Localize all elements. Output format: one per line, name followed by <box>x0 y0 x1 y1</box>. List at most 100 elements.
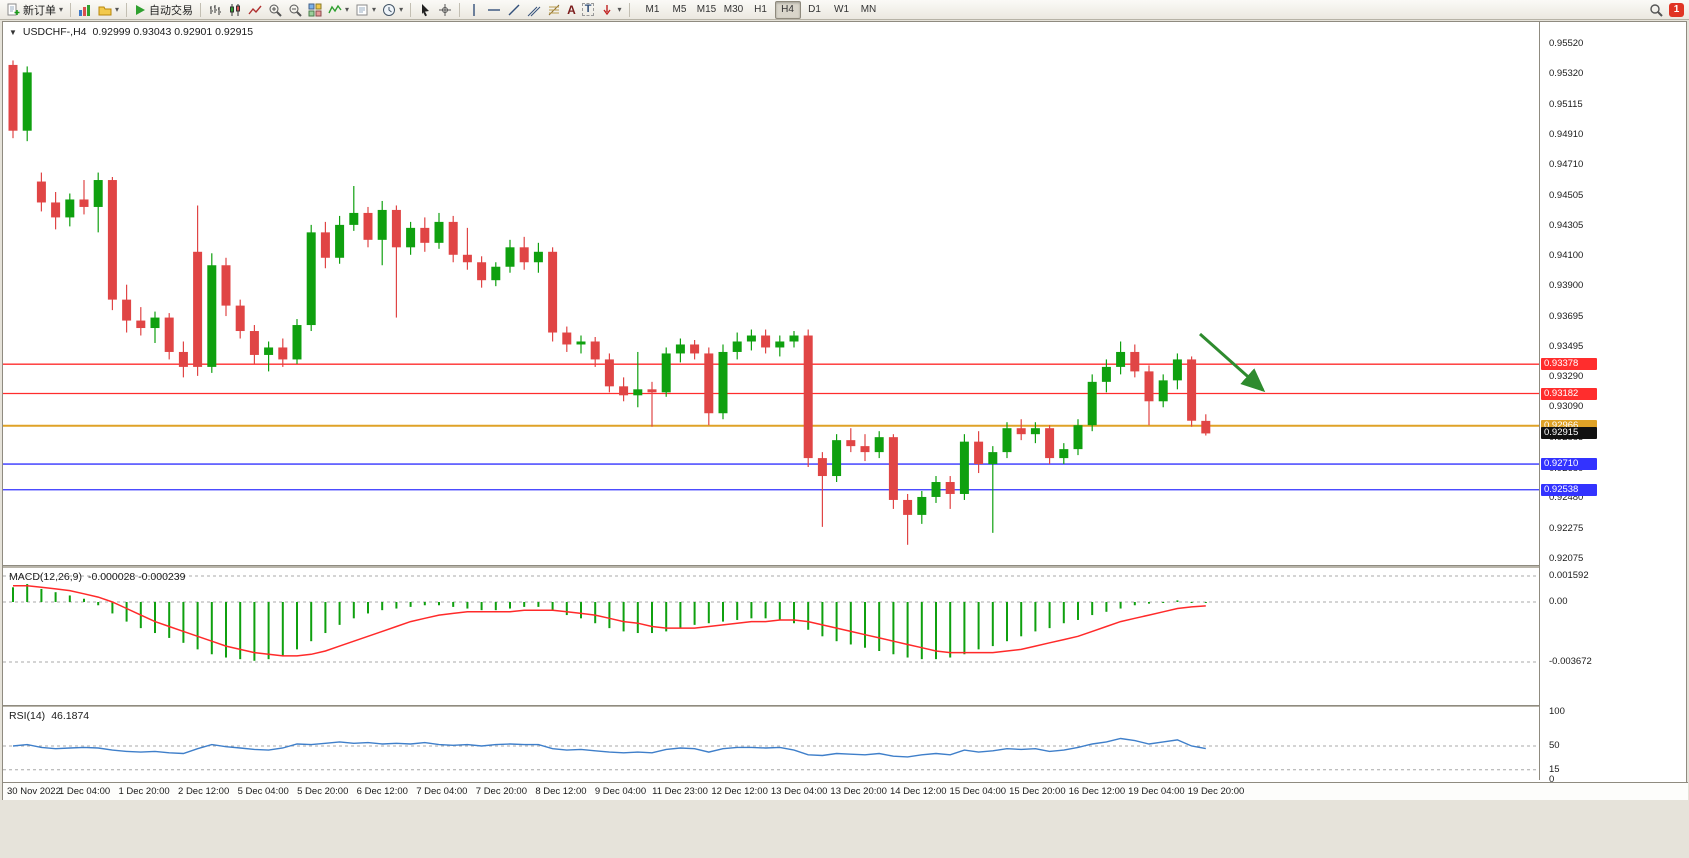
fibonacci-tool-button[interactable] <box>544 1 564 19</box>
arrow-annotation[interactable] <box>1199 332 1266 393</box>
timeframe-m15-button[interactable]: M15 <box>696 3 717 15</box>
separator <box>459 2 461 17</box>
folder-icon <box>98 6 112 15</box>
time-tick: 7 Dec 04:00 <box>416 786 468 797</box>
horizontal-line-tool-button[interactable] <box>484 1 504 19</box>
zoom-in-icon <box>269 4 282 17</box>
rsi-panel[interactable] <box>3 707 1539 782</box>
separator <box>200 2 202 17</box>
crosshair-button[interactable] <box>435 1 455 19</box>
macd-panel[interactable] <box>3 568 1539 705</box>
timeframe-m30-button[interactable]: M30 <box>723 3 744 15</box>
templates-button[interactable]: ▾ <box>352 1 379 19</box>
clock-icon <box>383 3 396 16</box>
time-tick: 11 Dec 23:00 <box>652 786 708 797</box>
rsi-name-label: RSI(14) <box>9 710 46 722</box>
chart-window: ▼ USDCHF-,H4 0.92999 0.93043 0.92901 0.9… <box>2 21 1688 800</box>
timeframe-m5-button[interactable]: M5 <box>672 3 687 15</box>
charts-button[interactable] <box>75 1 95 19</box>
indicators-caret-icon: ▾ <box>345 4 350 14</box>
candles <box>8 60 1211 545</box>
macd-label: MACD(12,26,9) -0.000028 -0.000239 <box>9 571 185 583</box>
notification-badge[interactable]: 1 <box>1669 2 1684 17</box>
time-tick: 2 Dec 12:00 <box>178 786 230 797</box>
time-tick: 9 Dec 04:00 <box>594 786 647 797</box>
new-order-label: 新订单 <box>23 4 56 17</box>
time-tick: 19 Dec 20:00 <box>1187 786 1245 797</box>
price-axis[interactable]: 0.95520 0.95320 0.95115 0.94910 0.94710 0.945… <box>1540 22 1686 785</box>
chart-header: ▼ USDCHF-,H4 0.92999 0.93043 0.92901 0.9… <box>9 26 253 38</box>
crosshair-icon <box>439 3 452 16</box>
time-axis[interactable]: 30 Nov 2022 1 Dec 04:00 1 Dec 20:00 2 Dec 1… <box>3 782 1688 800</box>
separator <box>126 2 128 17</box>
period-caret-icon: ▾ <box>399 4 404 14</box>
separator <box>628 2 630 17</box>
auto-trading-button[interactable]: 自动交易 <box>131 1 196 19</box>
rsi-tick: 100 <box>1549 706 1565 717</box>
price-tick: 0.94710 <box>1549 159 1584 171</box>
horizontal-line-icon <box>488 8 501 11</box>
price-tick: 0.94505 <box>1549 189 1584 201</box>
channel-tool-button[interactable] <box>524 1 544 19</box>
price-tick: 0.93900 <box>1549 280 1584 292</box>
vertical-line-tool-button[interactable] <box>464 1 484 19</box>
line-chart-icon <box>248 5 262 14</box>
profiles-button[interactable]: ▾ <box>95 1 122 19</box>
rsi-label: RSI(14) 46.1874 <box>9 710 89 722</box>
time-tick: 15 Dec 20:00 <box>1009 786 1066 797</box>
zoom-out-button[interactable] <box>285 1 305 19</box>
text-tool-button[interactable]: A <box>564 1 579 19</box>
current-price-badge: 0.92915 <box>1541 427 1597 440</box>
candlestick-mode-button[interactable] <box>225 1 245 19</box>
time-tick: 5 Dec 20:00 <box>297 786 349 797</box>
timeframe-m1-button[interactable]: M1 <box>645 3 660 15</box>
timeframe-w1-button[interactable]: W1 <box>834 3 849 15</box>
hline-price-badge: 0.92710 <box>1541 458 1597 471</box>
text-label-tool-button[interactable]: T <box>579 1 598 19</box>
search-icon[interactable] <box>1649 3 1663 17</box>
toolbar: 新订单 ▾ ▾ 自动交易 <box>0 0 1689 20</box>
price-tick: 0.94305 <box>1549 219 1584 231</box>
text-tool-icon: A <box>567 2 576 17</box>
timeframe-d1-button[interactable]: D1 <box>808 3 821 15</box>
price-tick: 0.93695 <box>1549 310 1584 322</box>
panel-splitter[interactable] <box>3 565 1686 568</box>
zoom-in-button[interactable] <box>265 1 285 19</box>
time-tick: 13 Dec 20:00 <box>830 786 887 797</box>
tile-windows-button[interactable] <box>305 1 325 19</box>
price-tick: 0.93290 <box>1549 371 1584 383</box>
period-settings-button[interactable]: ▾ <box>379 1 406 19</box>
new-order-button[interactable]: 新订单 ▾ <box>3 1 66 19</box>
price-tick: 0.94100 <box>1549 250 1584 262</box>
hline-price-badge: 0.92538 <box>1541 483 1597 496</box>
hline-price-badge: 0.93182 <box>1541 387 1597 400</box>
price-axis-separator <box>1539 22 1540 780</box>
timeframe-h1-button[interactable]: H1 <box>754 3 767 15</box>
bar-chart-mode-button[interactable] <box>205 1 225 19</box>
time-tick: 19 Dec 04:00 <box>1128 786 1185 797</box>
indicators-button[interactable]: ▾ <box>325 1 352 19</box>
panel-splitter[interactable] <box>3 705 1686 707</box>
time-tick: 15 Dec 04:00 <box>949 786 1007 797</box>
template-icon <box>356 4 368 15</box>
price-tick: 0.93090 <box>1549 401 1584 413</box>
cursor-button[interactable] <box>415 1 435 19</box>
indicators-icon <box>328 4 342 13</box>
trendline-tool-button[interactable] <box>504 1 524 19</box>
arrows-tool-button[interactable]: ▾ <box>597 1 624 19</box>
time-tick: 1 Dec 20:00 <box>118 786 170 797</box>
timeframe-mn-button[interactable]: MN <box>860 3 877 15</box>
time-tick: 5 Dec 04:00 <box>237 786 289 797</box>
rsi-tick: 50 <box>1549 740 1560 751</box>
timeframe-h4-button[interactable]: H4 <box>774 0 801 19</box>
price-tick: 0.92075 <box>1549 553 1584 564</box>
line-chart-mode-button[interactable] <box>245 1 265 19</box>
macd-signal-line <box>13 584 1206 657</box>
price-tick: 0.93495 <box>1549 340 1584 352</box>
main-chart-panel[interactable] <box>3 22 1539 565</box>
macd-histogram <box>12 584 1207 661</box>
symbol-dropdown-icon[interactable]: ▼ <box>9 27 17 37</box>
macd-tick: 0.001592 <box>1549 569 1589 581</box>
bar-graph-icon <box>79 4 91 16</box>
